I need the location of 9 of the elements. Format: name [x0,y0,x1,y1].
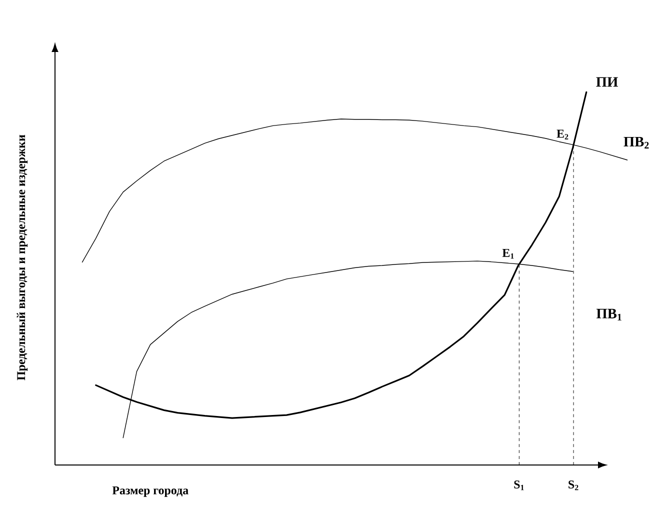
y-axis-title: Предельный выгоды и предельные издержки [16,134,28,380]
text: S$_{1}$ [514,480,524,490]
text: S$_{2}$ [568,480,578,490]
series-label: ПИ [596,77,618,87]
annotation: E$_{2}$ [556,130,568,140]
series-label: ПВ$_{2}$ [624,136,649,148]
x-axis-title: Размер города [112,486,188,497]
annotation: E$_{1}$ [502,248,514,259]
text: ПВ$_{1}$ [596,308,622,320]
